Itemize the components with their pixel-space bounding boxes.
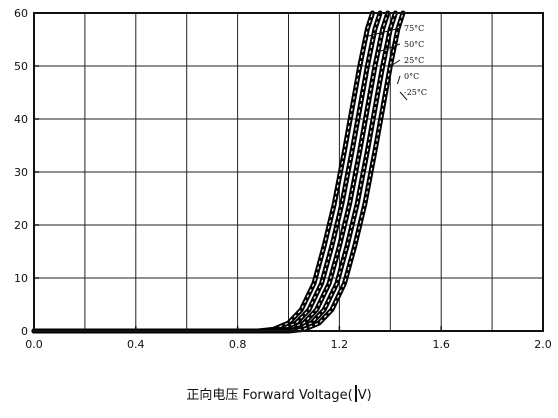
series-line-core <box>34 12 404 332</box>
legend-label: 50°C <box>404 40 424 49</box>
text-cursor <box>354 385 357 402</box>
y-tick-label: 10 <box>14 272 28 285</box>
legend-leader <box>399 91 408 101</box>
x-tick-label: 1.2 <box>331 338 349 351</box>
x-tick-label: 2.0 <box>534 338 552 351</box>
legend-leader <box>387 59 401 69</box>
y-tick-label: 50 <box>14 60 28 73</box>
plot-frame <box>33 12 544 332</box>
y-tick-labels: 0 10 20 30 40 50 60 <box>14 7 28 338</box>
y-tick-label: 30 <box>14 166 28 179</box>
legend-leader <box>396 75 401 85</box>
legend-labels: 75°C 50°C 25°C 0°C -25°C <box>368 24 427 101</box>
y-tick-label: 40 <box>14 113 28 126</box>
legend-label: 0°C <box>404 72 419 81</box>
legend-label: -25°C <box>404 88 427 97</box>
legend-label: 75°C <box>404 24 424 33</box>
x-tick-label: 1.6 <box>432 338 450 351</box>
x-tick-label: 0.0 <box>25 338 43 351</box>
x-axis-title: 正向电压 Forward Voltage(V) <box>0 384 558 403</box>
y-tick-label: 0 <box>21 325 28 338</box>
y-tick-label: 60 <box>14 7 28 20</box>
series-line-core <box>34 12 396 332</box>
grid-lines <box>33 12 544 332</box>
legend-leader <box>377 43 401 53</box>
series-line-core <box>34 12 374 332</box>
legend-leader <box>368 27 401 37</box>
y-tick-label: 20 <box>14 219 28 232</box>
x-tick-label: 0.8 <box>229 338 247 351</box>
x-axis-title-text: 正向电压 Forward Voltage(V) <box>186 385 372 403</box>
x-tick-labels: 0.0 0.4 0.8 1.2 1.6 2.0 <box>25 338 552 351</box>
legend-label: 25°C <box>404 56 424 65</box>
x-tick-label: 0.4 <box>127 338 145 351</box>
